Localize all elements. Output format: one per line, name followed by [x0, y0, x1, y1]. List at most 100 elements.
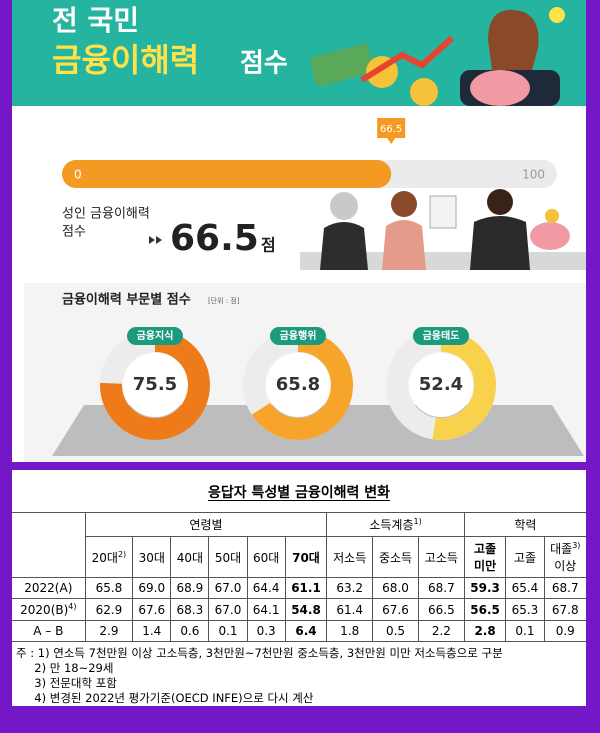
cell: 54.8: [284, 598, 328, 621]
row-label-text: 2022(A): [24, 581, 73, 595]
note-text: 4) 변경된 2022년 평가기준(OECD INFE)으로 다시 계산: [34, 691, 314, 705]
note-line: 2) 만 18~29세: [16, 661, 586, 676]
gauge-fill: [62, 160, 392, 188]
gauge: 0 100 66.5: [62, 118, 557, 188]
column-text: 이상: [554, 559, 577, 573]
column-header: 30대: [132, 536, 172, 578]
group-header: 연령별: [84, 512, 328, 537]
donut-name: 금융행위: [280, 329, 317, 342]
note-text: 1) 연소득 7천만원 이상 고소득층, 3천만원~7천만원 중소득층, 3천만…: [37, 646, 503, 660]
donut-center: [409, 353, 473, 417]
note-text: 2) 만 18~29세: [34, 661, 114, 675]
column-text: 30대: [138, 550, 165, 565]
cell: 1.8: [326, 620, 374, 642]
cell: 62.9: [84, 598, 134, 621]
column-text: 고졸: [474, 542, 497, 556]
row-label: A – B: [12, 620, 86, 642]
data-row: 2022(A) 65.8 69.0 68.9 67.0 64.4 61.1 63.2 68.0 6…: [12, 577, 586, 599]
cell: 67.6: [132, 598, 172, 621]
title-line2: 금융이해력: [52, 41, 199, 79]
column-header: 고졸: [505, 536, 545, 578]
column-note: 3): [572, 541, 581, 550]
table: 연령별 소득계층1) 학력 20대2) 30대 40대 50대 60대 70대 저소득 중소득 고소득…: [12, 512, 586, 642]
group-header: 학력: [463, 512, 586, 537]
row-note: 4): [68, 602, 77, 611]
cell: 6.4: [284, 620, 328, 642]
cell: 0.5: [372, 620, 419, 642]
column-text: 고소득: [424, 550, 458, 565]
gauge-min: 0: [74, 168, 82, 182]
title-suffix: 점수: [240, 49, 288, 79]
cell: 63.2: [326, 577, 374, 599]
cell: 56.5: [463, 598, 507, 621]
title-line1: 전 국민: [52, 4, 139, 37]
column-text: 저소득: [333, 550, 367, 565]
note-text: 3) 전문대학 포함: [34, 676, 117, 690]
cell: 68.3: [170, 598, 210, 621]
column-text: 20대: [91, 550, 118, 565]
cell: 0.6: [170, 620, 210, 642]
gauge-bubble-label: 66.5: [380, 124, 402, 135]
section-unit: [단위 : 점]: [208, 296, 240, 305]
column-header: 중소득: [372, 536, 419, 578]
header-row: 연령별 소득계층1) 학력: [12, 512, 586, 578]
column-header: 고소득: [417, 536, 465, 578]
cell: 67.6: [372, 598, 419, 621]
column-header: 50대: [208, 536, 248, 578]
arrow-icon: [149, 236, 162, 244]
row-label-text: A – B: [33, 624, 64, 638]
column-text: 중소득: [378, 550, 413, 565]
donut-center: [123, 353, 187, 417]
column-header: 40대: [170, 536, 210, 578]
column-text: 50대: [214, 550, 242, 565]
notes: 주 : 1) 연소득 7천만원 이상 고소득층, 3천만원~7천만원 중소득층,…: [16, 646, 586, 706]
cell: 68.7: [543, 577, 586, 599]
column-header: 60대: [246, 536, 286, 578]
people-illustration: [300, 189, 586, 270]
cell: 1.4: [132, 620, 172, 642]
corner-cell: [12, 512, 86, 578]
note-line: 3) 전문대학 포함: [16, 676, 586, 691]
note-line: 4) 변경된 2022년 평가기준(OECD INFE)으로 다시 계산: [16, 691, 586, 706]
cell: 68.0: [372, 577, 419, 599]
cell: 69.0: [132, 577, 172, 599]
cell: 2.8: [463, 620, 507, 642]
cell: 0.1: [208, 620, 248, 642]
notes-prefix: 주 :: [16, 646, 35, 660]
row-label-text: 2020(B): [20, 603, 69, 617]
column-header: 대졸3) 이상: [543, 536, 586, 578]
donut-pill: [270, 327, 326, 345]
cell: 65.4: [505, 577, 545, 599]
column-header: 70대: [284, 536, 328, 578]
donut-value: 75.5: [133, 374, 177, 395]
column-header: 저소득: [326, 536, 374, 578]
score-label: 성인 금융이해력: [62, 207, 150, 222]
row-label: 2020(B)4): [12, 598, 86, 621]
group-note: 1): [413, 517, 422, 526]
cell: 66.5: [417, 598, 465, 621]
cell: 65.3: [505, 598, 545, 621]
row-label: 2022(A): [12, 577, 86, 599]
score-label: 점수: [62, 225, 86, 240]
cell: 67.0: [208, 577, 248, 599]
table-panel: 응답자 특성별 금융이해력 변화 연령별 소득계층1) 학력 20대2) 30대 40대 5…: [12, 470, 586, 706]
group-header: 소득계층1): [326, 512, 465, 537]
header-row: 20대2) 30대 40대 50대 60대 70대 저소득 중소득 고소득 고졸 미만 고졸 대졸3) 이…: [12, 536, 586, 578]
donut-pill: [127, 327, 183, 345]
donut-name: 금융태도: [423, 329, 460, 342]
cell: 0.1: [505, 620, 545, 642]
cell: 59.3: [463, 577, 507, 599]
group-text: 소득계층: [369, 518, 414, 532]
score-unit: 점: [261, 236, 276, 255]
gauge-max: 100: [522, 168, 545, 182]
cell: 67.0: [208, 598, 248, 621]
cell: 0.3: [246, 620, 286, 642]
group-text: 학력: [514, 518, 537, 532]
donut-value: 65.8: [276, 374, 320, 395]
cell: 65.8: [84, 577, 134, 599]
column-text: 미만: [474, 559, 497, 573]
column-text: 고졸: [513, 550, 536, 565]
column-note: 2): [117, 549, 127, 559]
